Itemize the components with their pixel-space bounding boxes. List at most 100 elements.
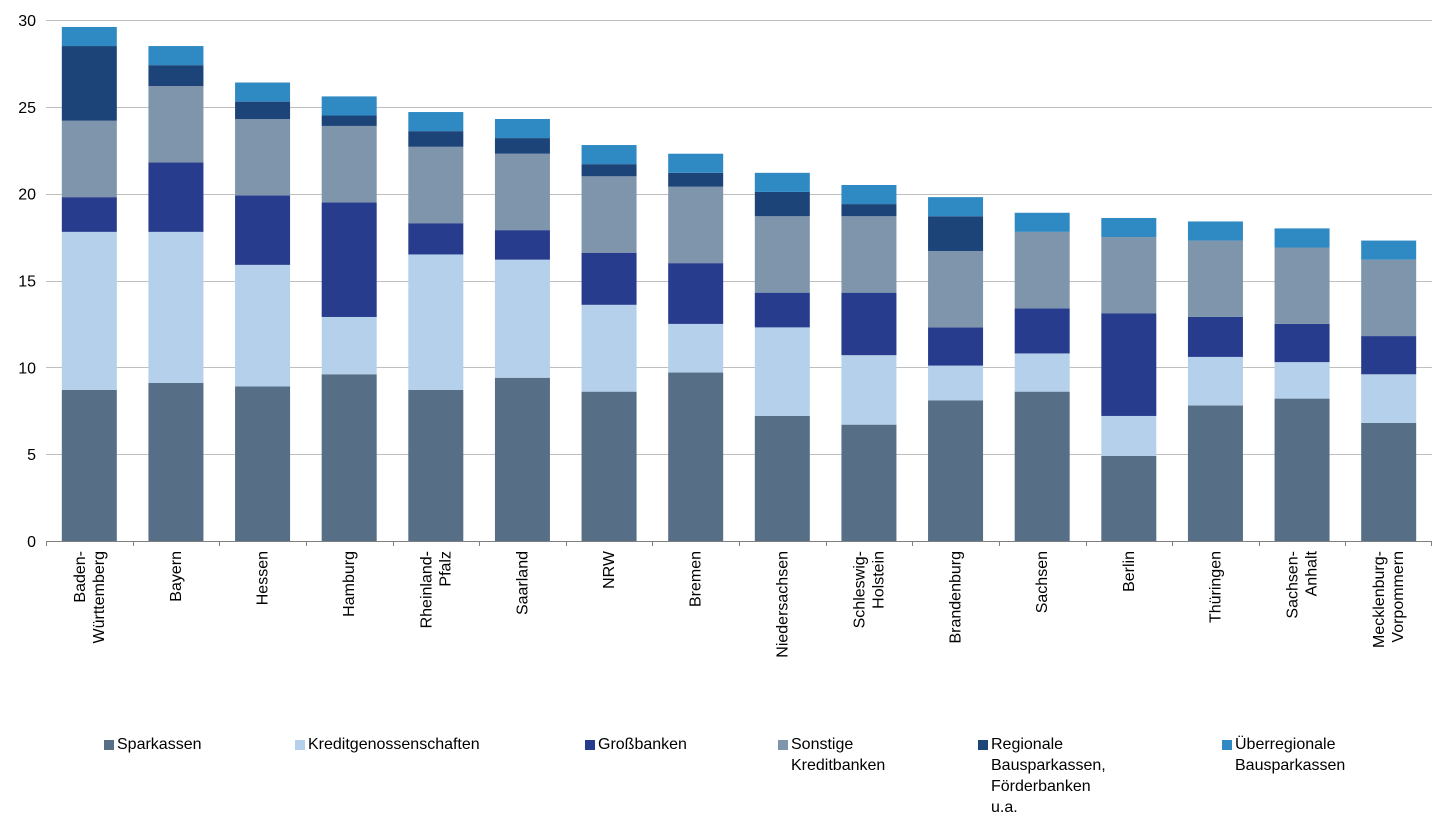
bar-segment xyxy=(1014,308,1070,354)
bar-segment xyxy=(321,202,377,317)
bar-segment xyxy=(1361,240,1417,260)
bar-segment xyxy=(581,304,637,392)
bar-segment xyxy=(928,216,984,251)
legend-label: Überregionale Bausparkassen xyxy=(1235,736,1346,774)
bar-segment xyxy=(1101,415,1157,456)
bar-segment xyxy=(321,96,377,116)
x-tick-label: Berlin xyxy=(1121,551,1138,592)
bar-segment xyxy=(754,327,810,416)
bar-segment xyxy=(754,292,810,328)
bar-segment xyxy=(321,115,377,126)
bar-segment xyxy=(235,195,291,265)
bar-segment xyxy=(841,292,897,356)
bar-segment xyxy=(408,389,464,541)
bar-segment xyxy=(928,327,984,366)
bar-segment xyxy=(1274,247,1330,324)
legend-swatch xyxy=(585,740,595,750)
bar-segment xyxy=(408,146,464,224)
bar-segment xyxy=(408,131,464,147)
bar-segment xyxy=(1014,353,1070,392)
bar-segment xyxy=(1101,237,1157,314)
bar-segment xyxy=(754,415,810,541)
x-tick-label: Bayern xyxy=(168,551,185,602)
bar-segment xyxy=(61,26,117,47)
bar-segment xyxy=(1274,228,1330,248)
bar-segment xyxy=(1101,217,1157,238)
bar-segment xyxy=(928,250,984,328)
bar-segment xyxy=(61,231,117,390)
bars xyxy=(61,26,1417,541)
bar-segment xyxy=(61,389,117,541)
stacked-bar-chart: 0 5 10 15 20 25 30 Baden- Württemberg Bayern Hesse… xyxy=(18,13,1432,816)
y-tick-label: 10 xyxy=(18,360,36,377)
x-tick-label: Hessen xyxy=(255,551,272,605)
bar-segment xyxy=(494,153,550,231)
bar-segment xyxy=(235,118,291,196)
legend-label: Regionale Bausparkassen, Förderbanken u.… xyxy=(991,736,1106,816)
legend-swatch xyxy=(1222,740,1232,750)
bar-segment xyxy=(61,120,117,198)
bar-segment xyxy=(581,391,637,541)
bar-segment xyxy=(928,365,984,401)
bar-segment xyxy=(1274,362,1330,399)
y-tick-label: 30 xyxy=(18,13,36,30)
bar-segment xyxy=(1361,336,1417,375)
x-tick-label: Niedersachsen xyxy=(774,551,791,658)
bar-segment xyxy=(928,400,984,541)
bar-segment xyxy=(408,223,464,255)
bar-segment xyxy=(1187,405,1243,541)
bar-segment xyxy=(581,145,637,165)
bar-segment xyxy=(494,259,550,378)
x-tick-label: Mecklenburg- Vorpommern xyxy=(1371,551,1407,648)
bar-segment xyxy=(1187,356,1243,406)
x-tick-label: Brandenburg xyxy=(948,551,965,644)
legend-swatch xyxy=(295,740,305,750)
bar-segment xyxy=(148,85,204,163)
y-tick-label: 15 xyxy=(18,274,36,291)
bar-segment xyxy=(321,316,377,375)
bar-segment xyxy=(1187,316,1243,357)
bar-segment xyxy=(148,46,204,66)
bar-segment xyxy=(235,386,291,541)
bar-segment xyxy=(581,176,637,253)
x-tick-label: Sachsen xyxy=(1034,551,1051,613)
bar-segment xyxy=(494,230,550,260)
y-tick-label: 5 xyxy=(27,447,36,464)
bar-segment xyxy=(235,82,291,102)
bar-segment xyxy=(494,138,550,154)
bar-segment xyxy=(928,197,984,217)
legend-label: Kreditgenossenschaften xyxy=(308,736,480,753)
x-tick-label: Baden- Württemberg xyxy=(72,551,108,643)
bar-segment xyxy=(148,162,204,232)
bar-segment xyxy=(841,355,897,425)
x-tick-label: Hamburg xyxy=(341,551,358,617)
bar-segment xyxy=(321,374,377,541)
bar-segment xyxy=(668,263,724,324)
bar-segment xyxy=(668,186,724,264)
bar-segment xyxy=(1101,313,1157,416)
bar-segment xyxy=(581,252,637,305)
bar-segment xyxy=(148,231,204,383)
bar-segment xyxy=(1274,398,1330,541)
bar-segment xyxy=(754,216,810,293)
y-tick-label: 20 xyxy=(18,187,36,204)
bar-segment xyxy=(841,204,897,217)
x-tick-label: Thüringen xyxy=(1207,551,1224,623)
bar-segment xyxy=(235,101,291,119)
bar-segment xyxy=(581,164,637,177)
axes: 0 5 10 15 20 25 30 Baden- Württemberg Bayern Hesse… xyxy=(18,13,1432,658)
bar-segment xyxy=(321,125,377,203)
legend-label: Sparkassen xyxy=(117,736,202,753)
bar-segment xyxy=(841,424,897,541)
y-tick-label: 0 xyxy=(27,534,36,551)
x-tick-label: NRW xyxy=(601,550,618,589)
bar-segment xyxy=(148,382,204,541)
bar-segment xyxy=(1361,259,1417,337)
bar-segment xyxy=(1014,231,1070,309)
bar-segment xyxy=(668,172,724,187)
bar-segment xyxy=(1274,323,1330,363)
bar-segment xyxy=(841,184,897,205)
x-tick-label: Bremen xyxy=(688,551,705,607)
bar-segment xyxy=(1014,391,1070,541)
bar-segment xyxy=(754,172,810,192)
